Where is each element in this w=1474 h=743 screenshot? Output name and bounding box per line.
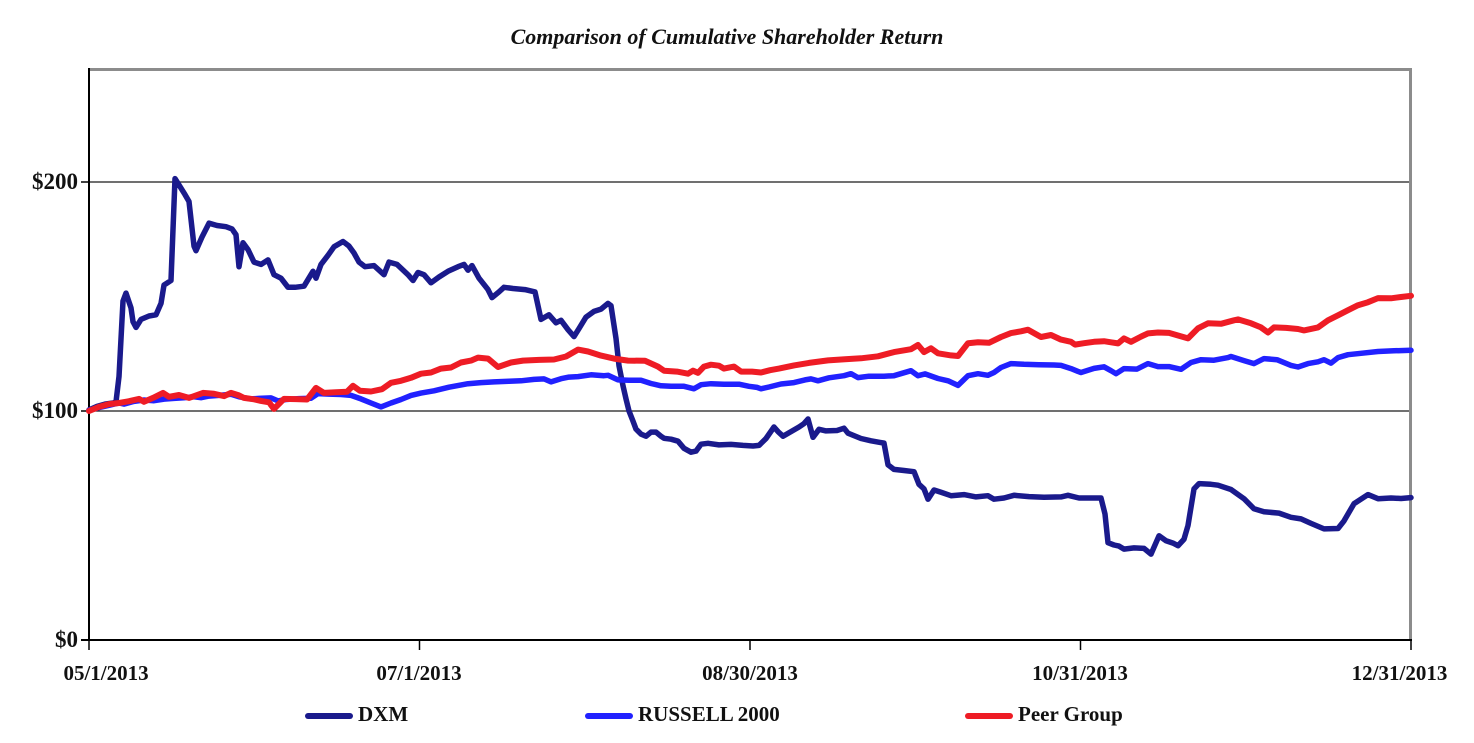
y-axis-label-100: $100 — [32, 398, 78, 423]
x-axis-label-5: 12/31/2013 — [1351, 661, 1448, 685]
chart-title: Comparison of Cumulative Shareholder Ret… — [510, 24, 944, 49]
x-axis-label-2: 07/1/2013 — [376, 661, 462, 685]
legend-swatch-dxm — [305, 713, 353, 719]
legend-swatch-russell-2000 — [585, 713, 633, 719]
y-axis-label-0: $0 — [55, 627, 78, 652]
axis-ticks — [81, 181, 1412, 650]
x-axis-label-4: 10/31/2013 — [1032, 661, 1128, 685]
legend-swatch-peer-group — [965, 713, 1013, 719]
peer-group-line — [86, 292, 1414, 414]
legend-label-peer-group: Peer Group — [1018, 702, 1123, 726]
x-axis-label-1: 05/1/2013 — [63, 661, 149, 685]
legend-label-dxm: DXM — [358, 702, 409, 726]
y-axis-label-200: $200 — [32, 169, 78, 194]
dxm-line — [86, 175, 1414, 557]
x-axis-label-3: 08/30/2013 — [702, 661, 798, 685]
gridlines — [89, 181, 1409, 412]
legend-label-russell-2000: RUSSELL 2000 — [638, 702, 780, 726]
